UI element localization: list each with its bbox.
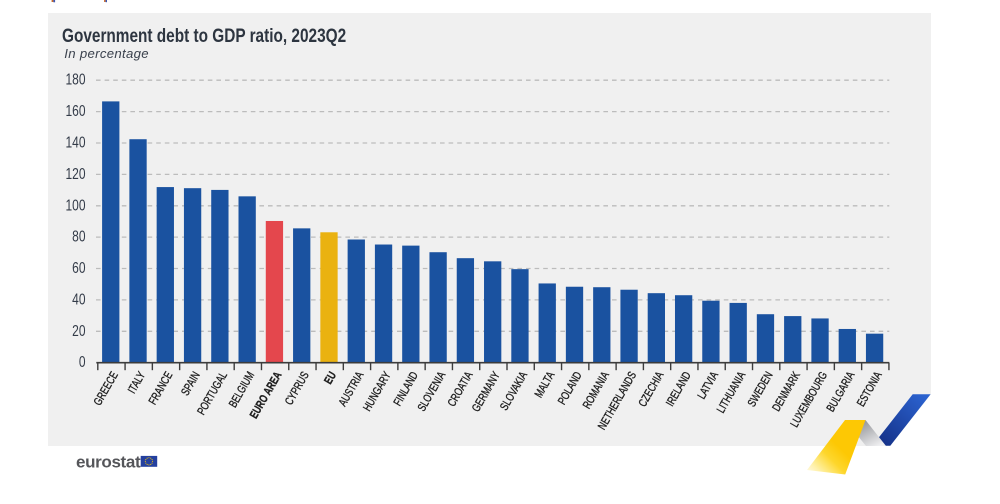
svg-text:20: 20 [72, 321, 85, 339]
svg-text:120: 120 [65, 164, 85, 182]
svg-text:180: 180 [65, 70, 85, 88]
svg-text:100: 100 [65, 196, 85, 214]
svg-text:eurostat: eurostat [76, 453, 141, 472]
svg-text:140: 140 [65, 133, 85, 151]
svg-text:160: 160 [65, 101, 85, 119]
svg-text:Government debt to GDP ratio,: Government debt to GDP ratio, 2023Q2 [62, 25, 346, 46]
svg-text:EU: EU [323, 370, 340, 387]
svg-text:40: 40 [72, 290, 85, 308]
svg-text:60: 60 [72, 258, 85, 276]
svg-text:80: 80 [72, 227, 85, 245]
svg-text:In percentage: In percentage [64, 46, 149, 61]
svg-text:0: 0 [79, 352, 86, 370]
